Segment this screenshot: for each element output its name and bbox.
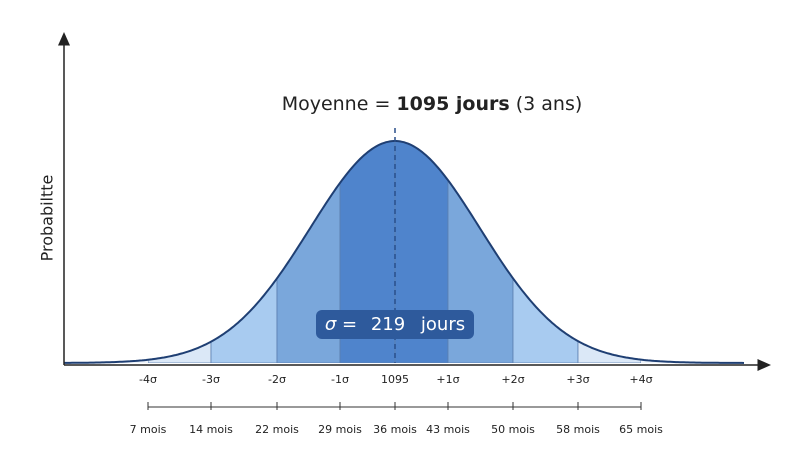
month-tick-label: 7 mois (130, 423, 167, 436)
tail (641, 141, 745, 363)
sigma-tick-label: +1σ (436, 373, 459, 386)
title-bold: 1095 jours (396, 93, 509, 115)
month-tick-label: 65 mois (619, 423, 663, 436)
month-tick-label: 22 mois (255, 423, 299, 436)
tail (64, 141, 148, 363)
sigma-tick-label: -1σ (331, 373, 349, 386)
band (577, 141, 642, 363)
sigma-tick-label: -3σ (202, 373, 220, 386)
sigma-tick-label: -4σ (139, 373, 157, 386)
month-tick-label: 43 mois (426, 423, 470, 436)
month-tick-label: 36 mois (373, 423, 417, 436)
month-tick-label: 29 mois (318, 423, 362, 436)
sigma-tick-label: 1095 (381, 373, 409, 386)
month-tick-label: 58 mois (556, 423, 600, 436)
sigma-symbol: σ = (325, 314, 357, 335)
band (512, 141, 579, 363)
y-axis-label: Probabiltte (38, 175, 57, 262)
curve (64, 140, 745, 364)
band (210, 141, 278, 363)
title: Moyenne = 1095 jours (3 ans) (282, 93, 583, 115)
sigma-tick-label: +4σ (629, 373, 652, 386)
month-tick-label: 14 mois (189, 423, 233, 436)
sigma-tick-label: +2σ (501, 373, 524, 386)
band (147, 141, 212, 363)
title-prefix: Moyenne = (282, 93, 391, 115)
month-tick-label: 50 mois (491, 423, 535, 436)
sigma-tick-label: -2σ (268, 373, 286, 386)
sigma-label: σ = 219 jours (325, 314, 465, 335)
sigma-tick-label: +3σ (566, 373, 589, 386)
ticks: -4σ 7 mois -3σ 14 mois -2σ 22 mois -1σ 29 mois 1… (130, 373, 663, 436)
title-suffix: (3 ans) (516, 93, 583, 115)
sigma-value: 219 (371, 314, 405, 335)
sigma-unit: jours (420, 314, 465, 335)
sigma-badge (316, 310, 474, 339)
